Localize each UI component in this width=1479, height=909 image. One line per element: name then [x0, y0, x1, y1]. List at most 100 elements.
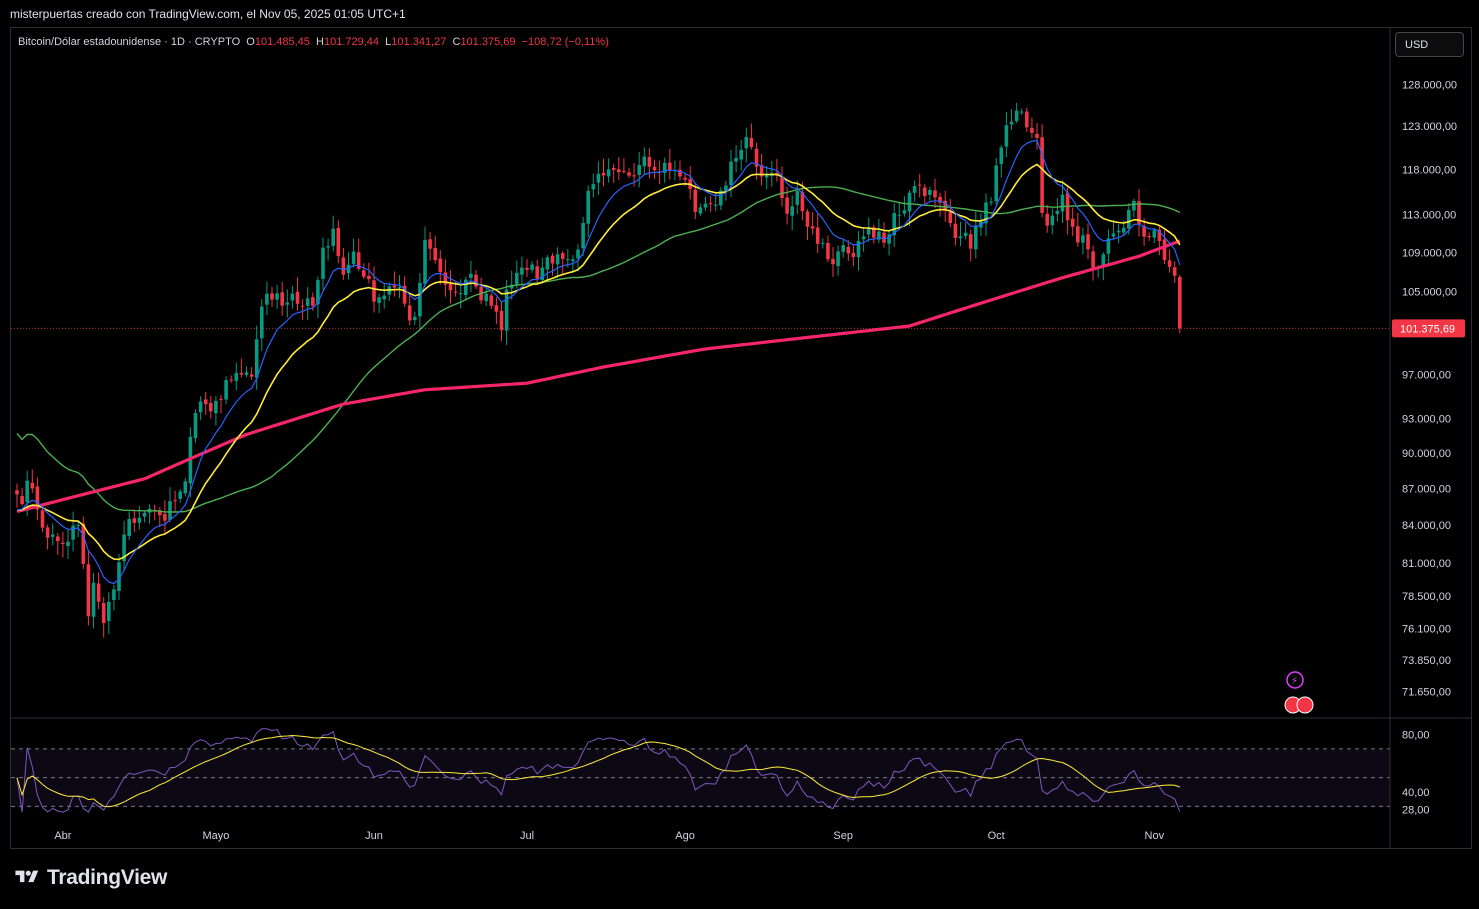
candle — [35, 486, 40, 510]
rsi-tick-label: 40,00 — [1402, 787, 1430, 799]
chart-frame — [10, 27, 1472, 849]
candle — [744, 137, 749, 149]
candle — [193, 413, 198, 439]
candle — [219, 398, 223, 400]
candle — [800, 192, 805, 212]
candle — [815, 227, 820, 244]
candle — [295, 291, 300, 304]
price-tick-label: 71.650,00 — [1402, 687, 1451, 699]
candle — [836, 251, 840, 267]
price-tick-label: 81.000,00 — [1402, 558, 1451, 570]
candle — [963, 232, 968, 237]
ma-50-line — [16, 186, 1181, 513]
candle — [805, 211, 810, 227]
candle — [780, 177, 784, 198]
candle — [719, 190, 723, 206]
candle — [984, 202, 988, 224]
symbol-name[interactable]: Bitcoin/Dólar estadounidense · 1D · CRYP… — [18, 36, 241, 48]
candle — [545, 257, 550, 270]
candle — [331, 228, 335, 246]
rsi-tick-label: 28,00 — [1402, 804, 1430, 816]
candle — [300, 305, 305, 307]
candle — [117, 562, 121, 591]
brand-name: TradingView — [47, 866, 168, 889]
candle — [652, 166, 657, 171]
last-price-tag-label: 101.375,69 — [1400, 323, 1455, 335]
candle — [627, 172, 631, 176]
candle — [1035, 133, 1039, 138]
candle — [739, 149, 743, 160]
candle — [50, 534, 55, 537]
candle — [729, 161, 733, 186]
candle — [1060, 194, 1065, 212]
price-tick-label: 76.100,00 — [1402, 624, 1451, 636]
candle — [423, 240, 427, 285]
candle — [260, 306, 264, 339]
candle — [571, 259, 575, 262]
open-label: O — [246, 36, 255, 48]
candle — [1132, 200, 1136, 211]
candle — [810, 226, 815, 229]
candle — [617, 169, 621, 173]
candle — [372, 280, 376, 302]
price-tick-label: 113.000,00 — [1402, 210, 1456, 222]
candle — [515, 272, 519, 285]
candle — [76, 525, 80, 527]
chart-credit: misterpuertas creado con TradingView.com… — [10, 7, 406, 21]
low-value: 101.341,27 — [391, 36, 447, 48]
candle — [734, 157, 738, 162]
candle — [759, 165, 764, 177]
candle — [693, 189, 698, 212]
candle — [168, 501, 172, 520]
price-tick-label: 93.000,00 — [1402, 414, 1451, 426]
currency-button[interactable]: USD — [1395, 32, 1464, 57]
candle — [224, 380, 228, 400]
candle — [362, 270, 366, 277]
candle — [821, 242, 825, 244]
time-tick-label: Oct — [988, 830, 1005, 842]
candle — [703, 203, 708, 208]
candle — [270, 293, 274, 300]
candle — [407, 305, 412, 321]
candle — [285, 302, 290, 305]
candle — [448, 283, 453, 291]
candle — [91, 582, 96, 617]
candle — [305, 298, 310, 306]
price-tick-label: 105.000,00 — [1402, 287, 1457, 299]
candle — [591, 184, 596, 190]
candle — [40, 510, 45, 528]
candle — [933, 190, 937, 198]
candle — [882, 232, 886, 243]
candle — [158, 510, 162, 516]
candle — [311, 297, 315, 306]
candle — [596, 173, 601, 183]
change-value: −108,72 (−0,11%) — [521, 36, 609, 48]
candle — [265, 293, 269, 305]
candle — [234, 372, 239, 381]
candle — [484, 293, 488, 302]
candle — [397, 286, 402, 288]
candle — [1106, 238, 1111, 254]
candle — [474, 274, 478, 287]
candle — [897, 214, 902, 216]
time-tick-label: Abr — [54, 830, 71, 842]
event-icon — [1286, 671, 1304, 689]
candle — [413, 316, 417, 321]
candle — [826, 243, 830, 260]
candle — [999, 147, 1004, 165]
candle — [647, 157, 652, 167]
candle — [785, 197, 789, 214]
candle — [229, 379, 233, 381]
candle — [418, 282, 422, 317]
candle — [1081, 235, 1085, 243]
symbol-legend: Bitcoin/Dólar estadounidense · 1D · CRYP… — [18, 36, 609, 48]
candle — [214, 400, 218, 414]
candle — [877, 231, 881, 240]
candle — [520, 267, 524, 275]
candle — [239, 372, 244, 375]
candle — [1091, 251, 1095, 269]
candle — [1050, 215, 1055, 226]
candle — [632, 175, 636, 177]
candle — [458, 293, 463, 295]
